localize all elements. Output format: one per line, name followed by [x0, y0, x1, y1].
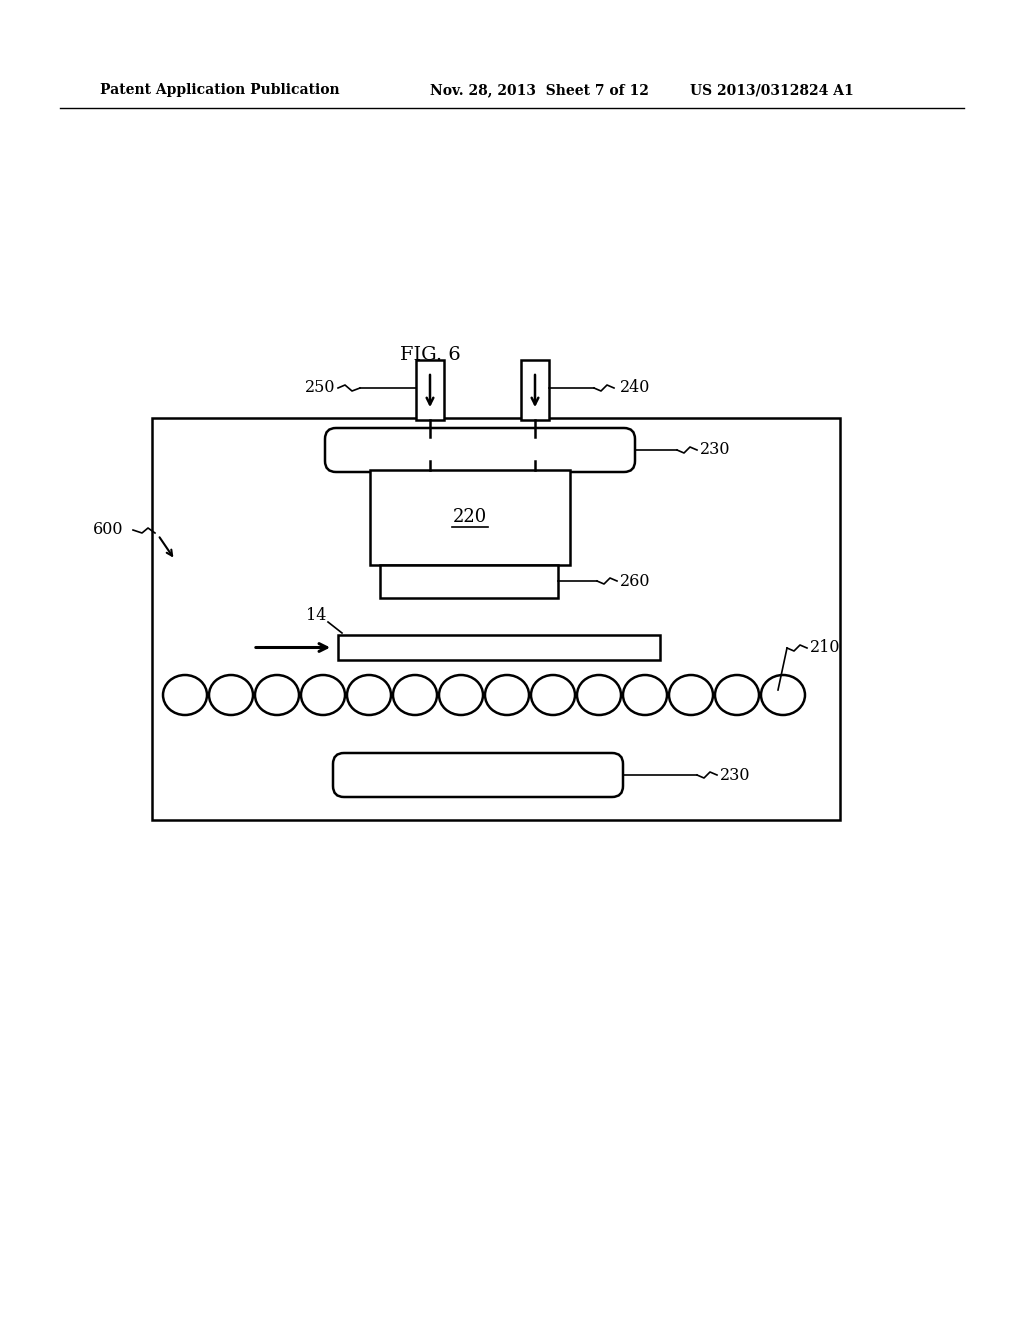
FancyBboxPatch shape — [325, 428, 635, 473]
Bar — [338, 635, 660, 660]
Text: 14: 14 — [306, 606, 327, 623]
Text: 240: 240 — [620, 380, 650, 396]
Text: FIG. 6: FIG. 6 — [399, 346, 461, 364]
Text: 230: 230 — [720, 767, 751, 784]
Text: 260: 260 — [620, 573, 650, 590]
Ellipse shape — [163, 675, 207, 715]
Ellipse shape — [439, 675, 483, 715]
FancyBboxPatch shape — [333, 752, 623, 797]
Ellipse shape — [669, 675, 713, 715]
Ellipse shape — [485, 675, 529, 715]
Bar — [416, 360, 444, 420]
Text: Patent Application Publication: Patent Application Publication — [100, 83, 340, 96]
Bar — [370, 470, 570, 565]
Text: Nov. 28, 2013  Sheet 7 of 12: Nov. 28, 2013 Sheet 7 of 12 — [430, 83, 649, 96]
Ellipse shape — [301, 675, 345, 715]
Ellipse shape — [577, 675, 621, 715]
Text: US 2013/0312824 A1: US 2013/0312824 A1 — [690, 83, 854, 96]
Text: 250: 250 — [304, 380, 335, 396]
Text: 600: 600 — [92, 521, 123, 539]
Bar — [152, 418, 840, 820]
Ellipse shape — [393, 675, 437, 715]
Ellipse shape — [209, 675, 253, 715]
Text: 210: 210 — [810, 639, 841, 656]
Ellipse shape — [623, 675, 667, 715]
Text: 220: 220 — [453, 508, 487, 527]
Ellipse shape — [715, 675, 759, 715]
Bar — [521, 360, 549, 420]
Text: 230: 230 — [700, 441, 730, 458]
Ellipse shape — [255, 675, 299, 715]
Bar — [380, 565, 558, 598]
Ellipse shape — [761, 675, 805, 715]
Ellipse shape — [531, 675, 575, 715]
Ellipse shape — [347, 675, 391, 715]
